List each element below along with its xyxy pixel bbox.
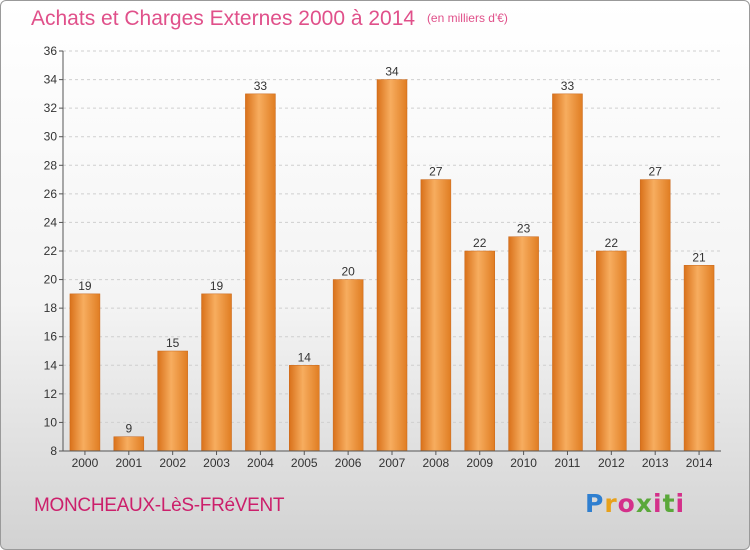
bar-2011 xyxy=(552,93,583,452)
x-tick-label: 2004 xyxy=(247,456,274,470)
logo-letter: x xyxy=(635,489,653,518)
location-name: MONCHEAUX-LèS-FRéVENT xyxy=(34,495,285,516)
x-tick-label: 2009 xyxy=(466,456,493,470)
y-tick-label: 26 xyxy=(44,187,58,201)
y-tick-label: 10 xyxy=(44,415,58,429)
bar-2001 xyxy=(113,436,145,452)
x-tick-label: 2012 xyxy=(598,456,625,470)
y-tick-label: 32 xyxy=(44,101,58,115)
x-tick-label: 2002 xyxy=(159,456,186,470)
y-tick-label: 14 xyxy=(44,358,58,372)
logo-letter: t xyxy=(662,489,676,518)
y-tick-label: 20 xyxy=(44,273,58,287)
value-label: 27 xyxy=(649,165,663,179)
bars xyxy=(69,79,715,452)
bar-2012 xyxy=(596,250,627,452)
y-tick-label: 22 xyxy=(44,244,58,258)
value-label: 33 xyxy=(561,79,575,93)
value-label: 19 xyxy=(210,279,224,293)
value-label: 14 xyxy=(298,350,312,364)
bar-2003 xyxy=(201,293,232,452)
value-label: 23 xyxy=(517,222,531,236)
y-tick-label: 24 xyxy=(44,215,58,229)
logo-letter: P xyxy=(585,489,605,518)
bar-2008 xyxy=(420,179,452,452)
value-label: 9 xyxy=(125,422,132,436)
bar-2005 xyxy=(289,365,320,452)
value-label: 19 xyxy=(78,279,92,293)
x-tick-label: 2013 xyxy=(642,456,669,470)
x-tick-label: 2006 xyxy=(335,456,362,470)
unit-note: (en milliers d'€) xyxy=(426,11,508,25)
y-tick-label: 12 xyxy=(44,387,58,401)
value-label: 21 xyxy=(692,250,706,264)
chart-title: Achats et Charges Externes 2000 à 2014 (… xyxy=(31,7,508,31)
y-tick-label: 16 xyxy=(44,330,58,344)
y-tick-label: 36 xyxy=(44,44,58,58)
logo-letter: o xyxy=(617,489,636,518)
x-tick-label: 2011 xyxy=(555,456,581,470)
chart-title-text: Achats et Charges Externes 2000 à 2014 xyxy=(31,7,416,30)
proxiti-logo: Proxiti xyxy=(585,489,685,518)
y-tick-label: 18 xyxy=(44,301,58,315)
bar-2014 xyxy=(683,265,715,452)
x-tick-label: 2010 xyxy=(510,456,537,470)
y-tick-label: 28 xyxy=(44,158,58,172)
bar-2006 xyxy=(332,279,364,452)
value-labels: 19 9 15 19 33 14 20 34 27 22 23 33 22 27 21 xyxy=(78,65,706,436)
x-tick-label: 2003 xyxy=(203,456,230,470)
x-tick-label: 2007 xyxy=(379,456,406,470)
logo-letter: i xyxy=(653,489,663,518)
y-tick-label: 30 xyxy=(44,130,58,144)
x-tick-label: 2008 xyxy=(423,456,450,470)
bar-2010 xyxy=(508,236,539,452)
bar-2007 xyxy=(376,79,408,452)
value-label: 22 xyxy=(605,236,619,250)
bar-2004 xyxy=(245,93,276,452)
bar-2000 xyxy=(69,293,101,452)
value-label: 34 xyxy=(385,65,399,79)
logo-letter: i xyxy=(675,489,686,518)
bar-2013 xyxy=(639,179,671,452)
bar-2002 xyxy=(157,350,188,452)
axes: 8 10 12 14 16 18 20 22 24 26 28 30 32 34 36 2000 2001 200… xyxy=(44,44,721,470)
value-label: 15 xyxy=(166,336,180,350)
x-tick-label: 2014 xyxy=(686,456,713,470)
bar-2009 xyxy=(464,250,495,452)
value-label: 33 xyxy=(254,79,268,93)
y-tick-label: 34 xyxy=(44,73,58,87)
x-tick-label: 2000 xyxy=(72,456,99,470)
x-tick-label: 2005 xyxy=(291,456,318,470)
logo-letter: r xyxy=(604,489,618,518)
value-label: 20 xyxy=(341,265,355,279)
x-tick-label: 2001 xyxy=(115,456,142,470)
value-label: 27 xyxy=(429,165,443,179)
y-tick-label: 8 xyxy=(50,444,57,458)
value-label: 22 xyxy=(473,236,487,250)
